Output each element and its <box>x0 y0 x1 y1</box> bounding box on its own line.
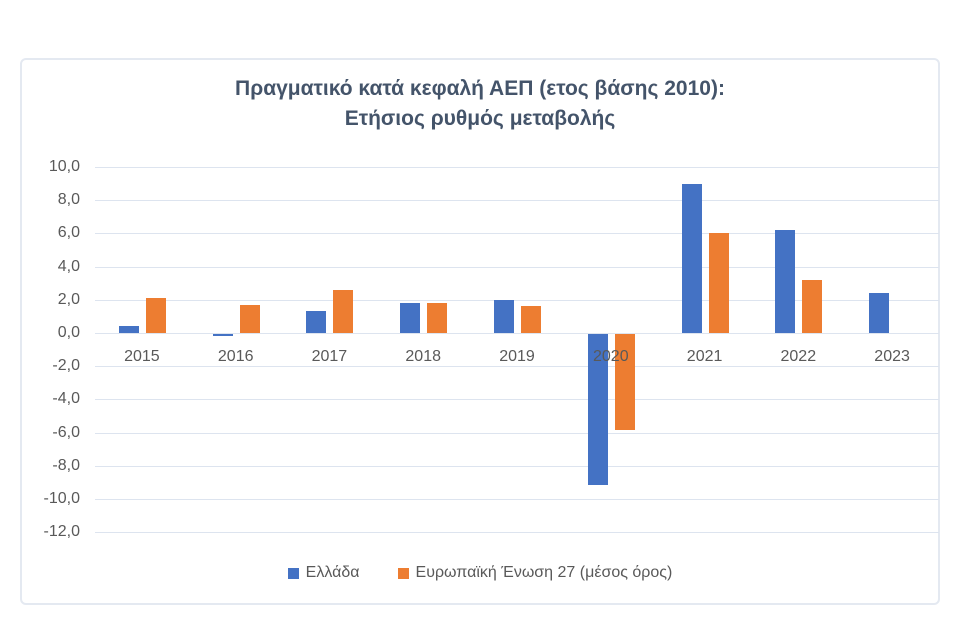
legend-label: Ελλάδα <box>305 564 360 581</box>
bar-series2-2017 <box>333 289 354 333</box>
x-axis-tick-label-2022: 2022 <box>780 348 817 365</box>
gridline <box>95 233 939 235</box>
x-axis-tick-label-2019: 2019 <box>499 348 535 365</box>
x-axis-tick-label-2015: 2015 <box>124 348 160 365</box>
y-axis-tick-label: -4,0 <box>52 390 80 408</box>
chart-legend: Ελλάδα Ευρωπαϊκή Ένωση 27 (μέσος όρος) <box>22 563 938 583</box>
gridline <box>95 333 939 334</box>
x-axis-tick-label-2023: 2023 <box>874 348 910 365</box>
y-axis-tick-label: 2,0 <box>57 290 80 308</box>
bar-series2-2019 <box>521 306 541 333</box>
gridline <box>95 299 939 301</box>
y-axis-tick-label: 10,0 <box>48 158 80 175</box>
x-axis-tick-label-2016: 2016 <box>217 348 254 365</box>
gridline <box>95 366 939 368</box>
legend-label: Ευρωπαϊκή Ένωση 27 (μέσος όρος) <box>415 564 673 581</box>
bar-series1-2018 <box>400 303 421 333</box>
chart-title: Πραγματικό κατά κεφαλή ΑΕΠ (ετος βάσης 2… <box>22 74 938 134</box>
x-axis-tick-label-2021: 2021 <box>686 348 723 365</box>
gridline <box>95 432 939 434</box>
bar-series2-2018 <box>427 303 448 333</box>
bar-series1-2022 <box>775 230 796 333</box>
chart-title-line-1: Πραγματικό κατά κεφαλή ΑΕΠ (ετος βάσης 2… <box>235 77 725 100</box>
gridline <box>95 167 939 168</box>
y-axis-tick-label: 4,0 <box>57 257 80 275</box>
gridline <box>95 266 939 268</box>
chart-title-line-2: Ετήσιος ρυθμός μεταβολής <box>344 107 616 130</box>
y-axis-tick-label: -10,0 <box>43 490 80 507</box>
legend-item: Ελλάδα <box>287 563 360 583</box>
gridline <box>95 532 939 534</box>
legend-swatch-icon <box>397 567 409 579</box>
y-axis-tick-label: 0,0 <box>57 324 80 341</box>
y-axis-tick-label: -12,0 <box>43 523 80 541</box>
bar-series1-2023 <box>869 293 890 333</box>
y-axis-tick-label: -2,0 <box>52 357 80 375</box>
bar-series2-2015 <box>145 298 166 333</box>
bar-series1-2020 <box>587 334 608 486</box>
y-axis-tick-label: -8,0 <box>52 456 80 474</box>
bar-series2-2021 <box>708 233 729 333</box>
x-axis-tick-label-2018: 2018 <box>405 348 441 365</box>
gridline <box>95 200 939 202</box>
bar-series1-2015 <box>118 326 139 333</box>
y-axis-tick-label: 6,0 <box>57 224 80 242</box>
bar-series2-2022 <box>802 279 823 333</box>
x-axis-tick-label-2020: 2020 <box>593 348 629 365</box>
x-axis-tick-label-2017: 2017 <box>311 348 348 365</box>
bar-series1-2017 <box>306 311 327 333</box>
bar-series1-2016 <box>212 334 233 336</box>
bar-series1-2021 <box>681 183 702 333</box>
bar-series2-2016 <box>239 304 260 333</box>
gridline <box>95 465 939 467</box>
bar-series2-2020 <box>614 334 635 431</box>
legend-swatch-icon <box>287 567 299 579</box>
y-axis-tick-label: 8,0 <box>57 191 80 209</box>
gridline <box>95 399 939 401</box>
y-axis-tick-label: -6,0 <box>52 423 80 441</box>
gridline <box>95 499 939 500</box>
bar-series1-2019 <box>494 299 514 333</box>
chart-container: Πραγματικό κατά κεφαλή ΑΕΠ (ετος βάσης 2… <box>20 58 940 605</box>
legend-item: Ευρωπαϊκή Ένωση 27 (μέσος όρος) <box>397 563 673 583</box>
